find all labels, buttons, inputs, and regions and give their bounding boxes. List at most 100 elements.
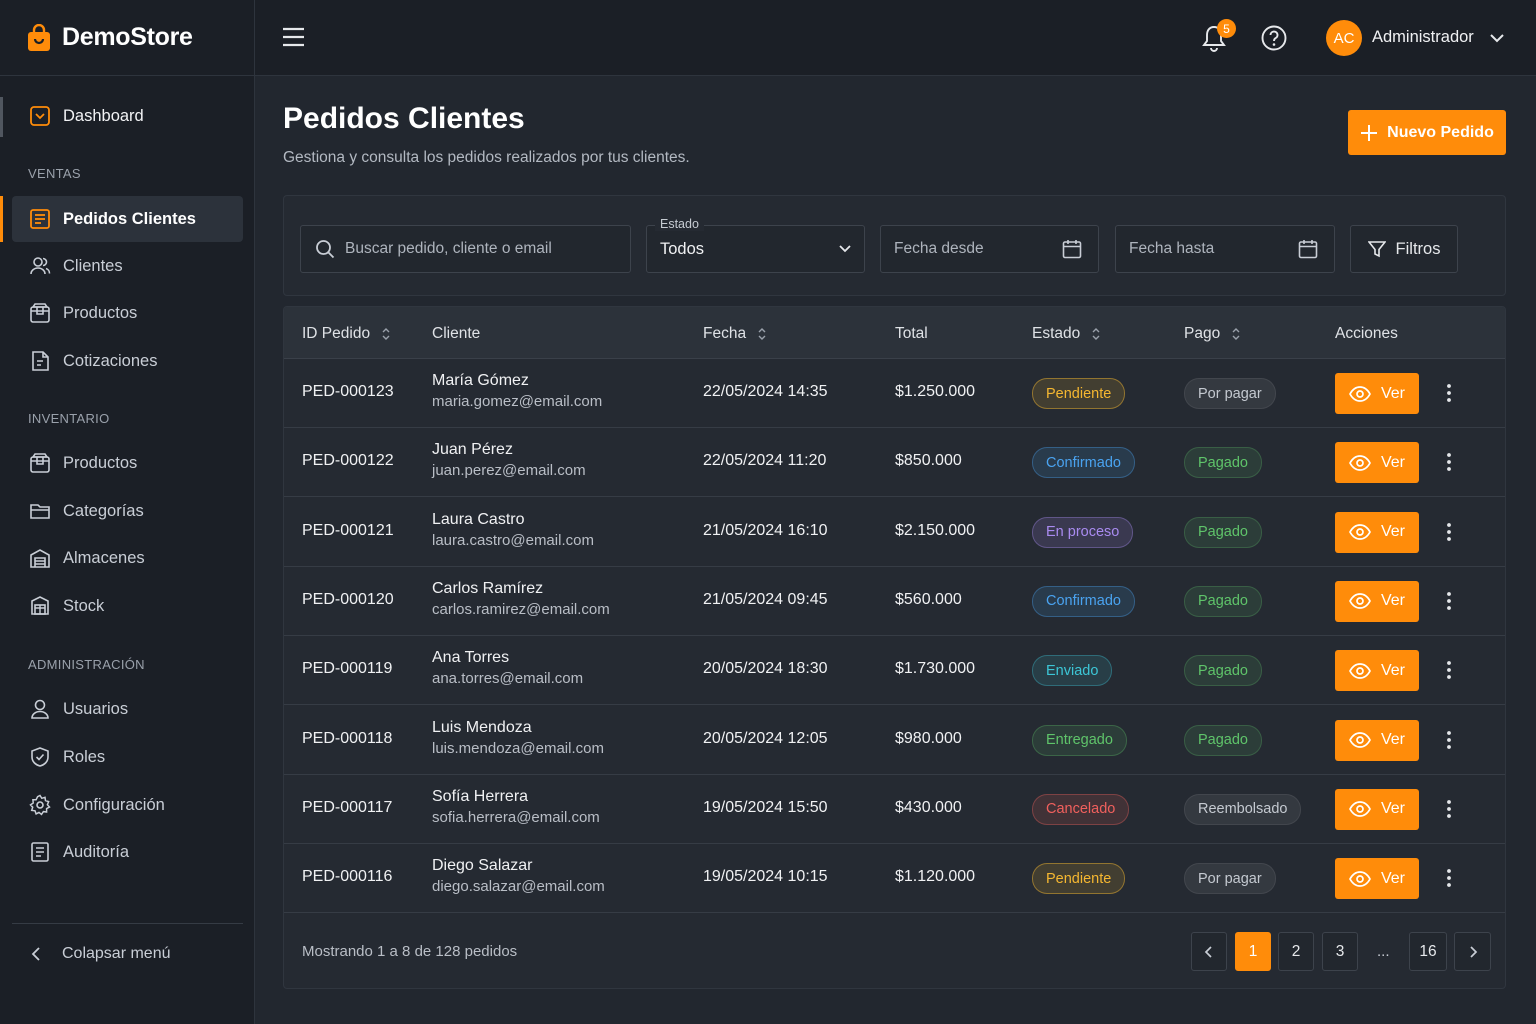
brand[interactable]: DemoStore <box>0 0 254 76</box>
collapse-menu-button[interactable]: Colapsar menú <box>28 945 171 963</box>
order-id: PED-000118 <box>302 729 393 747</box>
box-icon <box>30 453 50 473</box>
chevron-down-icon[interactable] <box>1489 31 1505 45</box>
search-placeholder: Buscar pedido, cliente o email <box>345 240 552 257</box>
dashboard-indicator <box>0 97 3 137</box>
sidebar-divider <box>12 923 243 924</box>
order-date: 20/05/2024 18:30 <box>703 660 828 678</box>
avatar[interactable]: AC <box>1326 20 1362 56</box>
col-estado-header[interactable]: Estado <box>1032 325 1101 343</box>
col-total-header: Total <box>895 325 928 343</box>
more-options-icon[interactable] <box>1443 799 1455 819</box>
estado-select[interactable]: Estado Todos <box>646 217 865 273</box>
sidebar-item-clientes[interactable]: Clientes <box>12 243 243 289</box>
sort-icon <box>1232 328 1240 340</box>
view-label: Ver <box>1380 661 1405 679</box>
view-order-button[interactable]: Ver <box>1335 650 1419 692</box>
calendar-icon <box>1298 240 1318 259</box>
customer-email: sofia.herrera@email.com <box>432 808 600 826</box>
audit-icon <box>31 842 49 862</box>
more-options-icon[interactable] <box>1443 452 1455 472</box>
sidebar-item-categorias[interactable]: Categorías <box>12 488 243 534</box>
page-button-3[interactable]: 3 <box>1322 932 1358 971</box>
sidebar-item-configuracion[interactable]: Configuración <box>12 782 243 828</box>
order-total: $2.150.000 <box>895 521 976 539</box>
sidebar-item-productos-inventario[interactable]: Productos <box>12 440 243 486</box>
customer-name: Laura Castro <box>432 510 525 528</box>
sidebar-item-productos[interactable]: Productos <box>12 290 243 336</box>
order-id: PED-000121 <box>302 521 394 539</box>
sidebar-item-label: Auditoría <box>63 842 130 861</box>
view-order-button[interactable]: Ver <box>1335 788 1419 830</box>
view-order-button[interactable]: Ver <box>1335 442 1419 484</box>
more-options-icon[interactable] <box>1443 591 1455 611</box>
sidebar-item-label: Usuarios <box>63 699 129 718</box>
prev-page-button[interactable] <box>1191 932 1227 971</box>
sidebar-item-dashboard[interactable]: Dashboard <box>12 93 243 139</box>
page-button-16[interactable]: 16 <box>1409 932 1447 971</box>
sidebar-item-stock[interactable]: Stock <box>12 583 243 629</box>
col-cliente-header: Cliente <box>432 325 480 343</box>
more-options-icon[interactable] <box>1443 383 1455 403</box>
customer-name: Ana Torres <box>432 649 510 667</box>
box-icon <box>30 303 50 323</box>
sidebar-item-label: Clientes <box>63 256 123 275</box>
sidebar-item-pedidos-clientes[interactable]: Pedidos Clientes <box>12 196 243 242</box>
new-order-button[interactable]: Nuevo Pedido <box>1348 110 1506 155</box>
table-row: PED-000122 Juan Pérez juan.perez@email.com… <box>284 428 1505 498</box>
customer-name: Luis Mendoza <box>432 718 532 736</box>
eye-icon <box>1349 593 1371 610</box>
order-id: PED-000117 <box>302 798 393 816</box>
view-order-button[interactable]: Ver <box>1335 719 1419 761</box>
menu-icon[interactable] <box>282 27 305 47</box>
order-date: 21/05/2024 16:10 <box>703 521 828 539</box>
more-options-icon[interactable] <box>1443 660 1455 680</box>
sidebar-item-usuarios[interactable]: Usuarios <box>12 686 243 732</box>
table-row: PED-000118 Luis Mendoza luis.mendoza@email… <box>284 706 1505 775</box>
brand-name: DemoStore <box>62 23 193 51</box>
more-options-icon[interactable] <box>1443 730 1455 750</box>
order-date: 21/05/2024 09:45 <box>703 590 828 608</box>
sidebar-item-almacenes[interactable]: Almacenes <box>12 535 243 581</box>
order-total: $430.000 <box>895 798 962 816</box>
sidebar-item-label: Configuración <box>63 795 165 814</box>
more-options-icon[interactable] <box>1443 868 1455 888</box>
order-total: $1.120.000 <box>895 868 976 886</box>
date-to-field[interactable]: Fecha hasta <box>1115 225 1335 273</box>
status-badge: En proceso <box>1032 516 1134 548</box>
sidebar-item-roles[interactable]: Roles <box>12 734 243 780</box>
sidebar-item-auditoria[interactable]: Auditoría <box>12 829 243 875</box>
table-summary: Mostrando 1 a 8 de 128 pedidos <box>302 943 518 960</box>
sidebar-item-cotizaciones[interactable]: Cotizaciones <box>12 338 243 384</box>
help-icon[interactable] <box>1261 25 1287 51</box>
customer-email: maria.gomez@email.com <box>432 393 603 410</box>
view-order-button[interactable]: Ver <box>1335 858 1419 900</box>
filters-button[interactable]: Filtros <box>1350 225 1458 273</box>
orders-table: ID Pedido Cliente Fecha Total Estado Pag… <box>283 306 1506 989</box>
more-options-icon[interactable] <box>1443 522 1455 542</box>
view-label: Ver <box>1380 869 1405 887</box>
col-pago-header[interactable]: Pago <box>1184 325 1241 343</box>
customer-name: Sofía Herrera <box>432 787 529 805</box>
user-name[interactable]: Administrador <box>1372 28 1474 46</box>
page-button-1[interactable]: 1 <box>1235 932 1271 971</box>
user-icon <box>31 699 49 719</box>
date-from-field[interactable]: Fecha desde <box>880 225 1099 273</box>
page-subtitle: Gestiona y consulta los pedidos realizad… <box>283 149 690 166</box>
estado-label: Estado <box>655 217 704 231</box>
view-order-button[interactable]: Ver <box>1335 580 1419 622</box>
col-fecha-header[interactable]: Fecha <box>703 325 767 343</box>
view-order-button[interactable]: Ver <box>1335 511 1419 553</box>
page-button-2[interactable]: 2 <box>1278 932 1314 971</box>
order-id: PED-000122 <box>302 452 394 470</box>
col-id-header[interactable]: ID Pedido <box>302 325 391 343</box>
chevron-left-icon <box>31 947 40 961</box>
customer-name: Diego Salazar <box>432 857 533 875</box>
search-input[interactable]: Buscar pedido, cliente o email <box>300 225 631 273</box>
payment-badge: Por pagar <box>1184 378 1276 409</box>
sidebar-item-label: Productos <box>63 303 138 322</box>
customer-name: Carlos Ramírez <box>432 579 544 597</box>
next-page-button[interactable] <box>1454 932 1491 971</box>
view-label: Ver <box>1380 523 1405 541</box>
view-order-button[interactable]: Ver <box>1335 373 1419 414</box>
